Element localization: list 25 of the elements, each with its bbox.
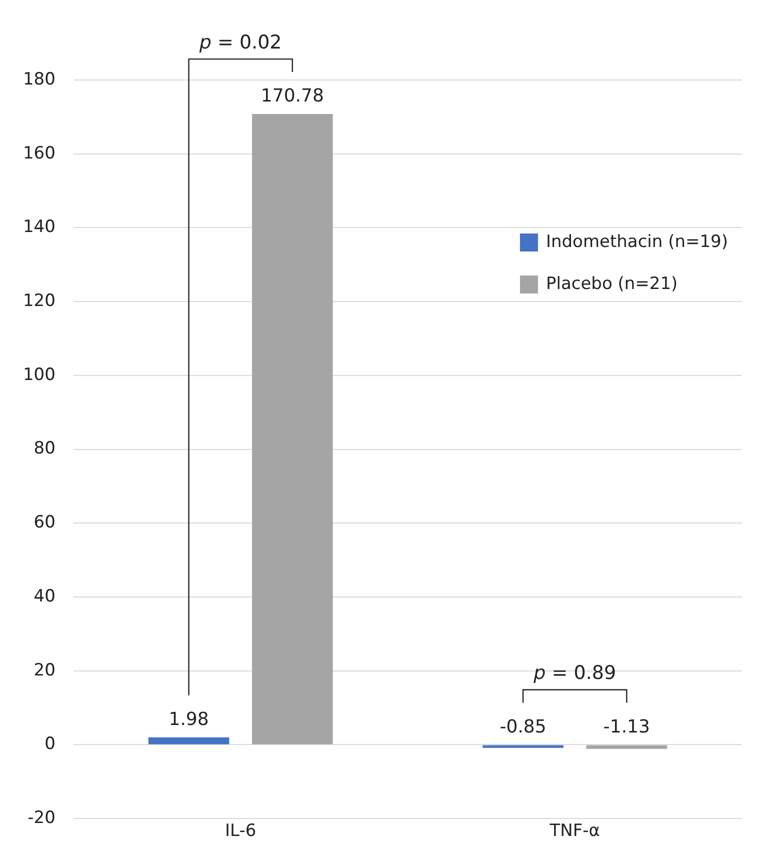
legend-label: Placebo (n=21) [546,274,678,294]
data-label: 170.78 [260,86,324,107]
y-tick-label: 0 [44,734,56,754]
bar [482,745,564,748]
bar [252,114,333,744]
y-tick-label: -20 [28,808,56,828]
data-label: 1.98 [168,709,209,730]
y-tick-label: 60 [34,512,56,533]
y-tick-label: 180 [22,69,56,90]
legend-label: Indomethacin (n=19) [546,232,728,252]
bar [586,745,668,749]
data-label: -1.13 [603,716,650,738]
annotation: p = 0.89 [532,662,616,684]
y-tick-label: 20 [34,660,56,680]
data-label: -0.85 [500,716,546,738]
y-tick-label: 80 [34,438,56,459]
x-tick-label: IL-6 [225,821,256,842]
y-tick-label: 160 [22,143,56,164]
y-tick-label: 120 [22,291,56,311]
x-tick-label: TNF-α [548,821,600,842]
y-tick-label: 40 [34,586,56,606]
y-tick-label: 140 [22,217,56,238]
y-tick-label: 100 [22,364,56,385]
bar [148,737,230,744]
text: p = 0.02 [198,31,282,54]
